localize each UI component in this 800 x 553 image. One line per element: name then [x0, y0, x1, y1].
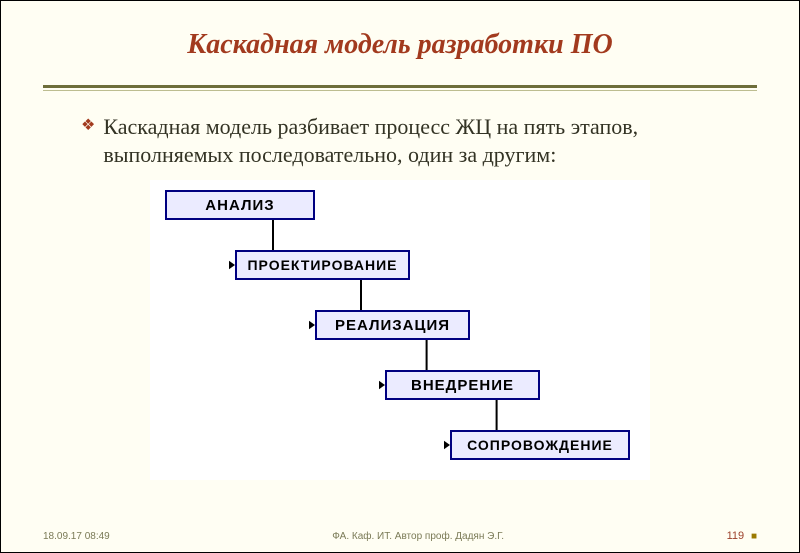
- flowchart-node: ПРОЕКТИРОВАНИЕ: [235, 250, 410, 280]
- slide-footer: 18.09.17 08:49 ФА. Каф. ИТ. Автор проф. …: [1, 530, 799, 542]
- footer-page-number: 119: [727, 530, 745, 542]
- flowchart-node: РЕАЛИЗАЦИЯ: [315, 310, 470, 340]
- footer-author: ФА. Каф. ИТ. Автор проф. Дадян Э.Г.: [110, 531, 727, 542]
- corner-mark-icon: ■: [751, 531, 757, 542]
- footer-right-group: 119 ■: [727, 530, 757, 542]
- flowchart-node: ВНЕДРЕНИЕ: [385, 370, 540, 400]
- waterfall-diagram: АНАЛИЗ ПРОЕКТИРОВАНИЕ РЕАЛИЗАЦИЯ ВНЕДРЕНИЕ С…: [150, 180, 650, 480]
- footer-timestamp: 18.09.17 08:49: [43, 531, 110, 542]
- flowchart-node: СОПРОВОЖДЕНИЕ: [450, 430, 630, 460]
- bullet-item: ❖ Каскадная модель разбивает процесс ЖЦ …: [81, 113, 729, 168]
- title-divider: [43, 85, 757, 91]
- bullet-text: Каскадная модель разбивает процесс ЖЦ на…: [103, 113, 729, 168]
- slide: Каскадная модель разработки ПО ❖ Каскадн…: [0, 0, 800, 553]
- flowchart-node: АНАЛИЗ: [165, 190, 315, 220]
- bullet-marker-icon: ❖: [81, 117, 95, 135]
- slide-title: Каскадная модель разработки ПО: [1, 29, 799, 61]
